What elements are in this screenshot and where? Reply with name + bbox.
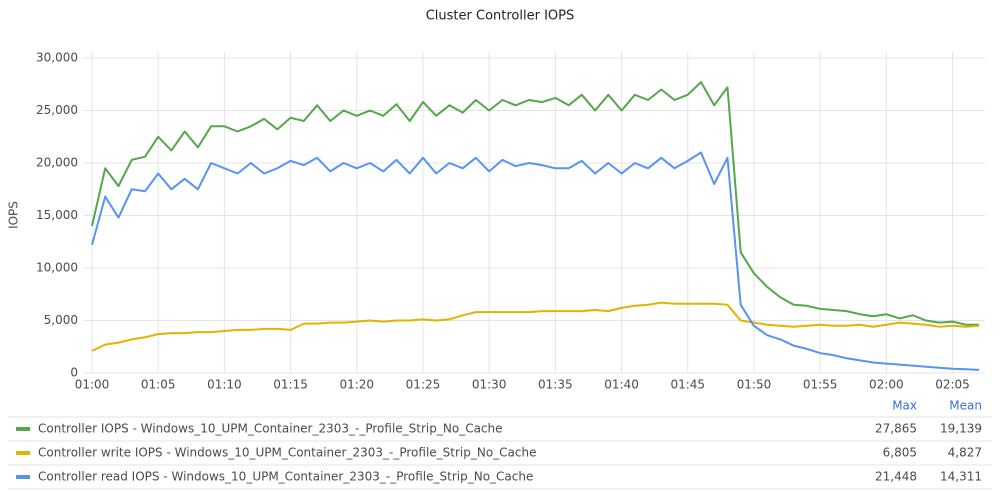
x-tick-label: 01:10 [207,378,242,392]
x-tick-label: 02:05 [935,378,970,392]
y-tick-label: 5,000 [44,313,78,327]
x-tick-label: 01:35 [538,378,573,392]
legend-label: Controller write IOPS - Windows_10_UPM_C… [38,446,537,460]
legend-stat: 21,448 [875,470,917,484]
legend-stat: 27,865 [875,422,917,436]
x-tick-label: 01:55 [803,378,838,392]
y-tick-label: 30,000 [36,51,78,65]
x-tick-label: 01:40 [604,378,639,392]
series-line [91,81,979,326]
x-tick-label: 01:00 [75,378,110,392]
legend-stat: 19,139 [940,422,982,436]
legend-swatch [16,451,30,455]
legend-column-header: Mean [949,399,982,413]
y-tick-label: 0 [70,366,78,380]
series-line [91,301,980,352]
x-tick-label: 01:05 [141,378,176,392]
legend-stat: 6,805 [883,446,917,460]
x-tick-label: 01:25 [406,378,441,392]
legend-label: Controller read IOPS - Windows_10_UPM_Co… [38,470,533,484]
x-tick-label: 01:45 [670,378,705,392]
x-tick-label: 01:20 [339,378,374,392]
y-axis-label: IOPS [7,201,21,229]
legend-stat: 4,827 [948,446,982,460]
legend-column-header: Max [892,399,917,413]
x-tick-label: 01:30 [472,378,507,392]
x-tick-label: 02:00 [869,378,904,392]
series-line [91,151,980,371]
chart-title: Cluster Controller IOPS [426,9,575,24]
legend-swatch [16,427,30,431]
y-tick-label: 25,000 [36,103,78,117]
legend-stat: 14,311 [940,470,982,484]
legend-label: Controller IOPS - Windows_10_UPM_Contain… [38,422,503,436]
y-tick-label: 15,000 [36,208,78,222]
legend-swatch [16,475,30,479]
y-tick-label: 20,000 [36,156,78,170]
y-tick-label: 10,000 [36,261,78,275]
x-tick-label: 01:50 [737,378,772,392]
x-tick-label: 01:15 [273,378,308,392]
